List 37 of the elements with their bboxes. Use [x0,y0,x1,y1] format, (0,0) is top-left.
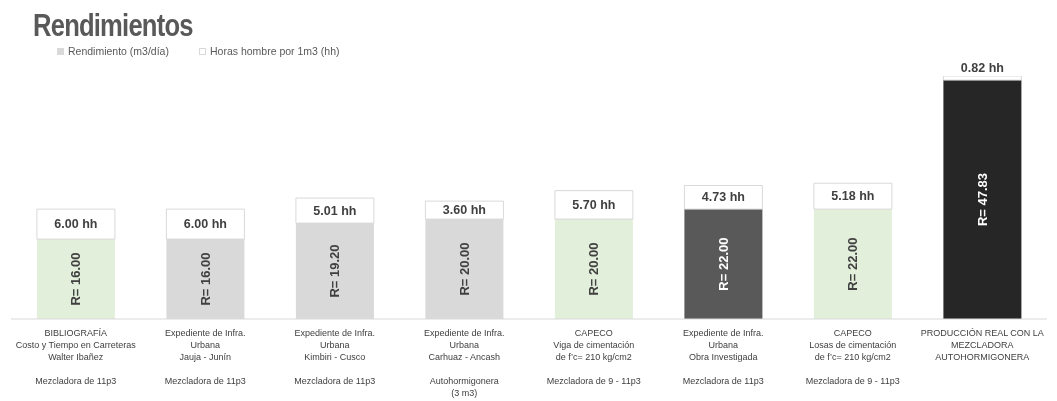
legend-label: Horas hombre por 1m3 (hh) [209,45,340,57]
data-label: 5.70 hh [572,197,616,212]
data-label: 4.73 hh [701,190,745,205]
data-label: R= 16.00 [197,252,213,306]
category-label: CAPECO Losas de cimentación de f’c= 210 kg/cm2 Mezcladora de 9 - 11p3 [805,328,900,386]
category-label: BIBLIOGRAFÍA Costo y Tiempo en Carreteras Walter Ibañez Mezcladora de 11p3 [15,328,136,386]
chart-title: Rendimientos [33,7,193,43]
bar [683,184,763,210]
category-label: Expediente de Infra. Urbana Obra Investigada Mezcladora de 11p3 [682,328,764,386]
data-label: R= 20.00 [586,242,602,296]
data-label: 0.82 hh [960,61,1004,75]
data-label: 5.18 hh [831,189,875,204]
data-label: 3.60 hh [442,203,486,218]
data-label: R= 22.00 [845,237,861,291]
data-label: R= 19.20 [327,244,343,298]
data-label: R= 16.00 [68,252,84,306]
bar [36,239,115,319]
legend-label: Rendimiento (m3/día) [68,45,169,57]
bar [684,209,763,319]
bar [943,80,1022,319]
data-label: 5.01 hh [313,203,357,218]
bar [942,76,1022,81]
data-label: 6.00 hh [54,217,98,232]
bar [813,209,892,319]
bar [813,182,893,210]
category-label: Expediente de Infra. Urbana Kimbiri - Cusco Mezcladora de 11p3 [294,328,376,386]
x-tick-label: PRODUCCIÓN REAL CON LA MEZCLADORA AUTOHORMIGONERA [920,328,1044,362]
category-label: Expediente de Infra. Urbana Jauja - Junín Mezcladora de 11p3 [164,328,246,386]
bar [554,190,634,220]
data-label: R= 22.00 [715,237,731,291]
bar [554,219,633,319]
bar [36,208,116,240]
category-label: Expediente de Infra. Urbana Carhuaz - Ancash Autohormigonera (3 m3) [423,328,505,398]
data-label: R= 47.83 [974,172,990,227]
data-label: 6.00 hh [183,217,227,232]
data-label: R= 20.00 [456,242,472,296]
category-label: CAPECO Viga de cimentación de f’c= 210 kg/cm2 Mezcladora de 9 - 11p3 [546,328,641,386]
